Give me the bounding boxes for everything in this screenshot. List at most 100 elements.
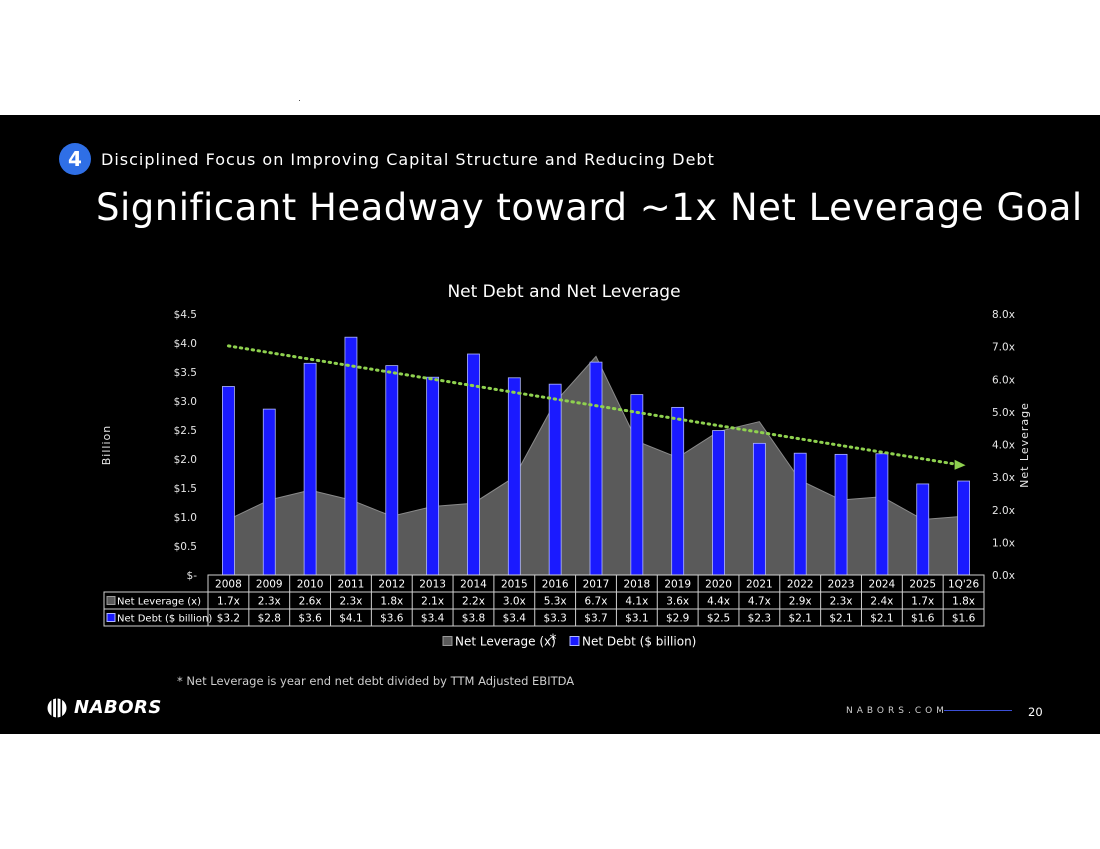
section-subtitle: Disciplined Focus on Improving Capital S… (101, 150, 715, 169)
x-axis-category-label: 2014 (460, 579, 487, 591)
data-table-cell: 2.2x (462, 596, 485, 608)
net-debt-bar (957, 480, 970, 576)
y2-axis-tick-label: 8.0x (992, 309, 1015, 321)
net-debt-bar (344, 336, 358, 576)
y-axis-title: Billion (100, 425, 113, 465)
y-axis-tick-label: $4.5 (174, 309, 197, 321)
data-table-cell: 4.7x (748, 596, 771, 608)
y2-axis-tick-label: 2.0x (992, 505, 1015, 517)
data-table-cell: $3.4 (503, 613, 527, 625)
y-axis-tick-label: $1.0 (174, 512, 197, 524)
y2-axis-tick-label: 0.0x (992, 570, 1015, 582)
y-axis-tick-label: $- (187, 570, 198, 582)
data-table-cell: 1.7x (217, 596, 240, 608)
trendline-arrowhead (954, 459, 966, 470)
y-axis-tick-label: $4.0 (174, 338, 197, 350)
data-table-cell: $3.8 (462, 613, 485, 625)
legend-label-net-debt: Net Debt ($ billion) (582, 635, 696, 649)
net-debt-bar (303, 362, 317, 576)
x-axis-category-label: 2012 (378, 579, 405, 591)
y-axis-tick-label: $1.5 (174, 483, 197, 495)
data-table-cell: 4.4x (707, 596, 730, 608)
x-axis-category-label: 2009 (256, 579, 283, 591)
data-table-cell: $2.3 (748, 613, 771, 625)
website-underline (944, 710, 1012, 711)
data-table-cell: 2.3x (830, 596, 853, 608)
data-table-cell: 2.3x (258, 596, 281, 608)
data-table-row-label: Net Leverage (x) (117, 597, 201, 608)
data-table-cell: $3.6 (380, 613, 404, 625)
net-debt-bar (671, 406, 685, 576)
stray-dot (299, 100, 300, 101)
net-debt-bar (916, 483, 930, 576)
data-table-cell: $3.7 (584, 613, 607, 625)
x-axis-category-label: 2017 (583, 579, 610, 591)
data-table-cell: 3.6x (666, 596, 689, 608)
x-axis-category-label: 2024 (869, 579, 896, 591)
net-debt-bar (426, 376, 440, 576)
website-link[interactable]: NABORS.COM (846, 706, 948, 716)
net-debt-bar (875, 453, 889, 576)
data-table-cell: $3.1 (625, 613, 648, 625)
nabors-logo: NABORS (47, 697, 162, 718)
slide-title: Significant Headway toward ~1x Net Lever… (96, 186, 1083, 229)
x-axis-category-label: 2019 (664, 579, 691, 591)
y2-axis-tick-label: 1.0x (992, 537, 1015, 549)
x-axis-category-label: 2010 (297, 579, 324, 591)
data-table-cell: $4.1 (339, 613, 362, 625)
data-table-cell: $2.1 (829, 613, 852, 625)
x-axis-category-label: 2022 (787, 579, 814, 591)
data-table-cell: $3.2 (217, 613, 240, 625)
y2-axis-title: Net Leverage (1018, 402, 1031, 488)
data-table-row-label: Net Debt ($ billion) (117, 614, 212, 625)
section-number-badge: 4 (59, 143, 91, 175)
data-table-cell: $3.3 (543, 613, 566, 625)
x-axis-category-label: 2018 (623, 579, 650, 591)
data-table-cell: $3.4 (421, 613, 445, 625)
data-table-cell: $2.8 (258, 613, 281, 625)
net-debt-bar (385, 365, 399, 576)
data-table-cell: $1.6 (952, 613, 976, 625)
data-table-cell: 4.1x (625, 596, 648, 608)
data-table-cell: 1.8x (380, 596, 403, 608)
data-table-row-swatch (106, 613, 116, 622)
data-table-cell: $2.1 (870, 613, 893, 625)
data-table-cell: $3.6 (298, 613, 322, 625)
net-debt-bar (548, 383, 562, 576)
nabors-logo-icon (47, 697, 67, 718)
y2-axis-tick-label: 3.0x (992, 472, 1015, 484)
y-axis-tick-label: $2.0 (174, 454, 197, 466)
y2-axis-tick-label: 4.0x (992, 440, 1015, 452)
y-axis-tick-label: $0.5 (174, 541, 197, 553)
data-table-cell: 2.9x (789, 596, 812, 608)
net-debt-bar (262, 408, 276, 576)
data-table-cell: $2.5 (707, 613, 730, 625)
data-table-cell: $2.1 (789, 613, 812, 625)
net-debt-bar (712, 430, 725, 576)
data-table-cell: $1.6 (911, 613, 935, 625)
data-table-cell: 2.3x (339, 596, 362, 608)
y-axis-tick-label: $3.0 (174, 396, 197, 408)
data-table-cell: 1.8x (952, 596, 975, 608)
data-table-cell: 3.0x (503, 596, 526, 608)
x-axis-category-label: 2023 (828, 579, 855, 591)
data-table-cell: 2.4x (870, 596, 893, 608)
net-debt-bar (507, 377, 521, 576)
net-debt-bar (834, 453, 848, 576)
x-axis-category-label: 2016 (542, 579, 569, 591)
net-debt-bar (752, 442, 766, 576)
y2-axis-tick-label: 6.0x (992, 374, 1015, 386)
y2-axis-tick-label: 7.0x (992, 342, 1015, 354)
x-axis-category-label: 2021 (746, 579, 773, 591)
legend-label-net-leverage: Net Leverage (x) (455, 635, 556, 649)
data-table-cell: 5.3x (544, 596, 567, 608)
y2-axis-tick-label: 5.0x (992, 407, 1015, 419)
data-table-cell: 2.6x (299, 596, 322, 608)
legend-swatch-net-debt (569, 636, 580, 646)
legend-swatch-net-leverage (442, 636, 453, 646)
x-axis-category-label: 2025 (909, 579, 936, 591)
legend-footnote-mark: * (550, 632, 557, 648)
x-axis-category-label: 2008 (215, 579, 242, 591)
page-number: 20 (1028, 705, 1043, 719)
